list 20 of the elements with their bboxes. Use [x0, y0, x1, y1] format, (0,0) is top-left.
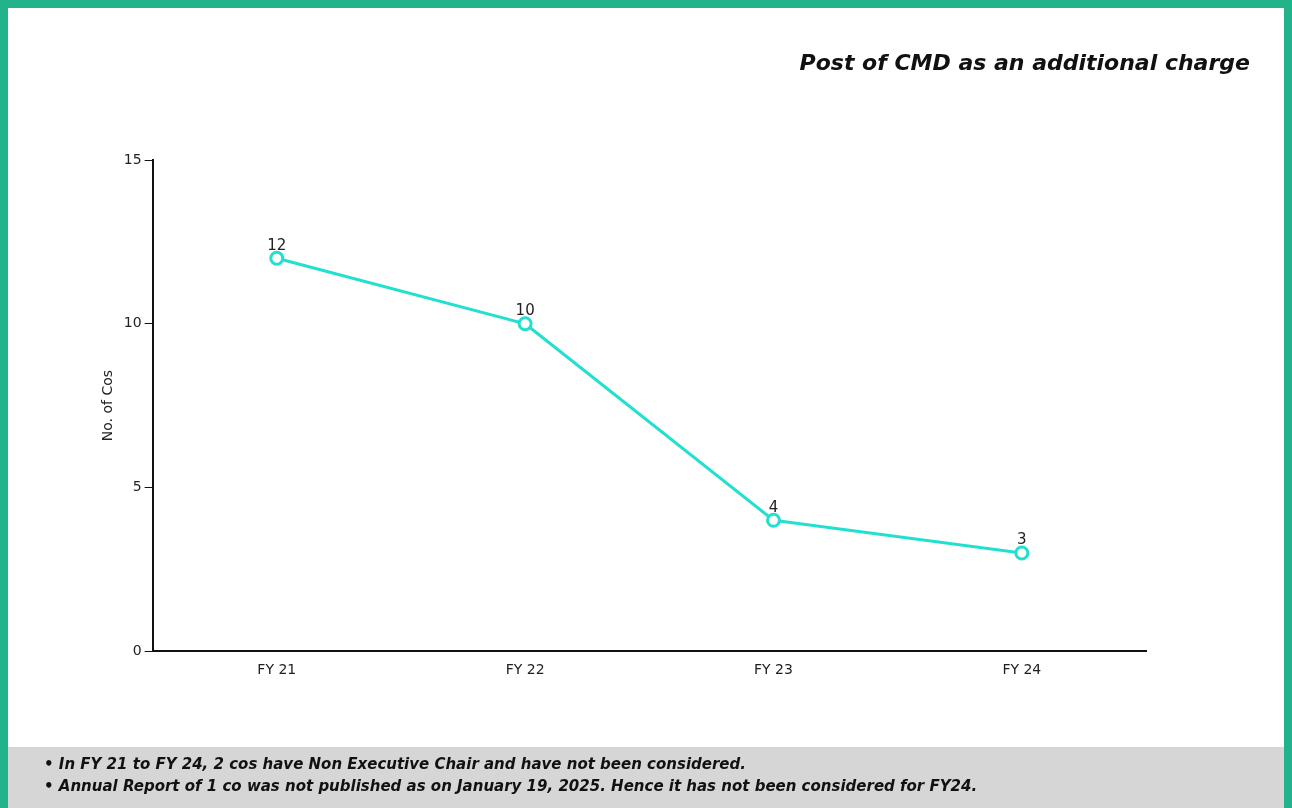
y-tick-label: 0: [132, 641, 142, 658]
point: [1014, 545, 1030, 561]
data-label: 4: [768, 497, 779, 516]
y-tick-label: 15: [123, 150, 142, 167]
point: [269, 250, 285, 266]
y-tick-label: 10: [123, 314, 142, 331]
y-tick-label: 5: [132, 478, 142, 495]
x-tick-label: FY 21: [257, 661, 297, 678]
x-tick-label: FY 23: [754, 661, 793, 678]
point: [765, 512, 781, 528]
x-tick-label: FY 22: [505, 661, 545, 678]
y-axis-title: No. of Cos: [99, 369, 116, 442]
data-label: 10: [515, 301, 535, 320]
point: [517, 316, 533, 332]
text: • Annual Report of 1 co was not published as on January 19, 2025. Hence it has not been considered for FY24.: [44, 776, 979, 797]
x-tick-label: FY 24: [1002, 661, 1042, 678]
data-label: 3: [1017, 530, 1027, 549]
chart-title: Post of CMD as an additional charge: [799, 50, 1250, 75]
data-label: 12: [267, 235, 287, 254]
text: • In FY 21 to FY 24, 2 cos have Non Executive Chair and have not been considered.: [44, 754, 747, 775]
